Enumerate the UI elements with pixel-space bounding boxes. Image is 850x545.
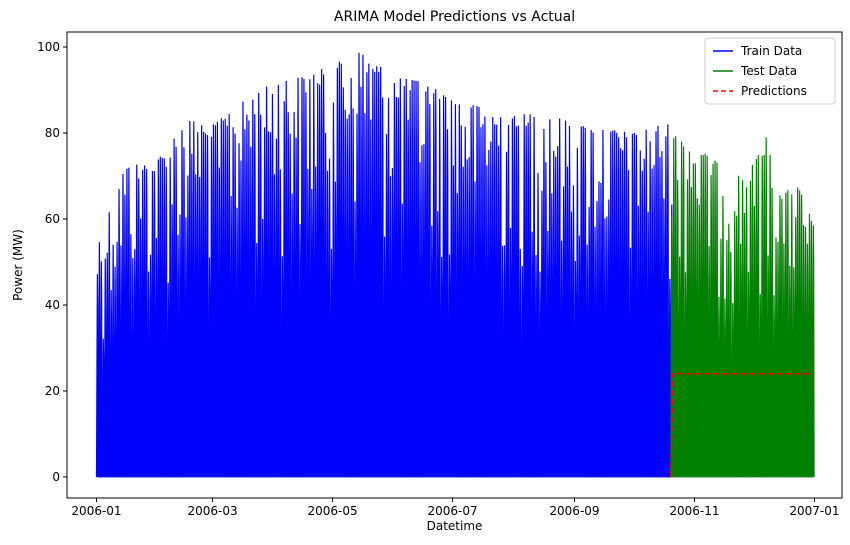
legend-label-2: Predictions [741, 84, 807, 98]
series-1-line [670, 136, 815, 478]
y-tick-label-2: 40 [45, 298, 60, 312]
y-tick-label-4: 80 [45, 126, 60, 140]
series-2-line [670, 372, 813, 477]
chart-title: ARIMA Model Predictions vs Actual [334, 9, 575, 25]
y-tick-label-0: 0 [52, 470, 60, 484]
x-tick-label-2: 2006-05 [307, 504, 357, 518]
x-tick-label-1: 2006-03 [187, 504, 237, 518]
plot-frame [66, 31, 843, 499]
y-tick-label-3: 60 [45, 212, 60, 226]
x-tick-label-3: 2006-07 [427, 504, 477, 518]
legend-box [704, 37, 836, 105]
legend-label-1: Test Data [740, 64, 797, 78]
y-tick-label-1: 20 [45, 384, 60, 398]
x-tick-label-5: 2006-11 [669, 504, 719, 518]
y-axis-label: Power (MW) [11, 229, 25, 301]
x-tick-label-4: 2006-09 [549, 504, 599, 518]
legend-label-0: Train Data [740, 44, 802, 58]
series-0-line [95, 52, 674, 478]
x-tick-label-6: 2007-01 [789, 504, 839, 518]
series-layer [95, 52, 815, 478]
x-tick-label-0: 2006-01 [71, 504, 121, 518]
x-axis: 2006-01 2006-03 2006-05 2006-07 2006-09 2006-… [71, 498, 840, 518]
x-axis-label: Datetime [427, 519, 483, 533]
y-axis: 0 20 40 60 80 100 [37, 40, 67, 484]
legend: Train Data Test Data Predictions [704, 37, 836, 105]
y-tick-label-5: 100 [37, 40, 60, 54]
